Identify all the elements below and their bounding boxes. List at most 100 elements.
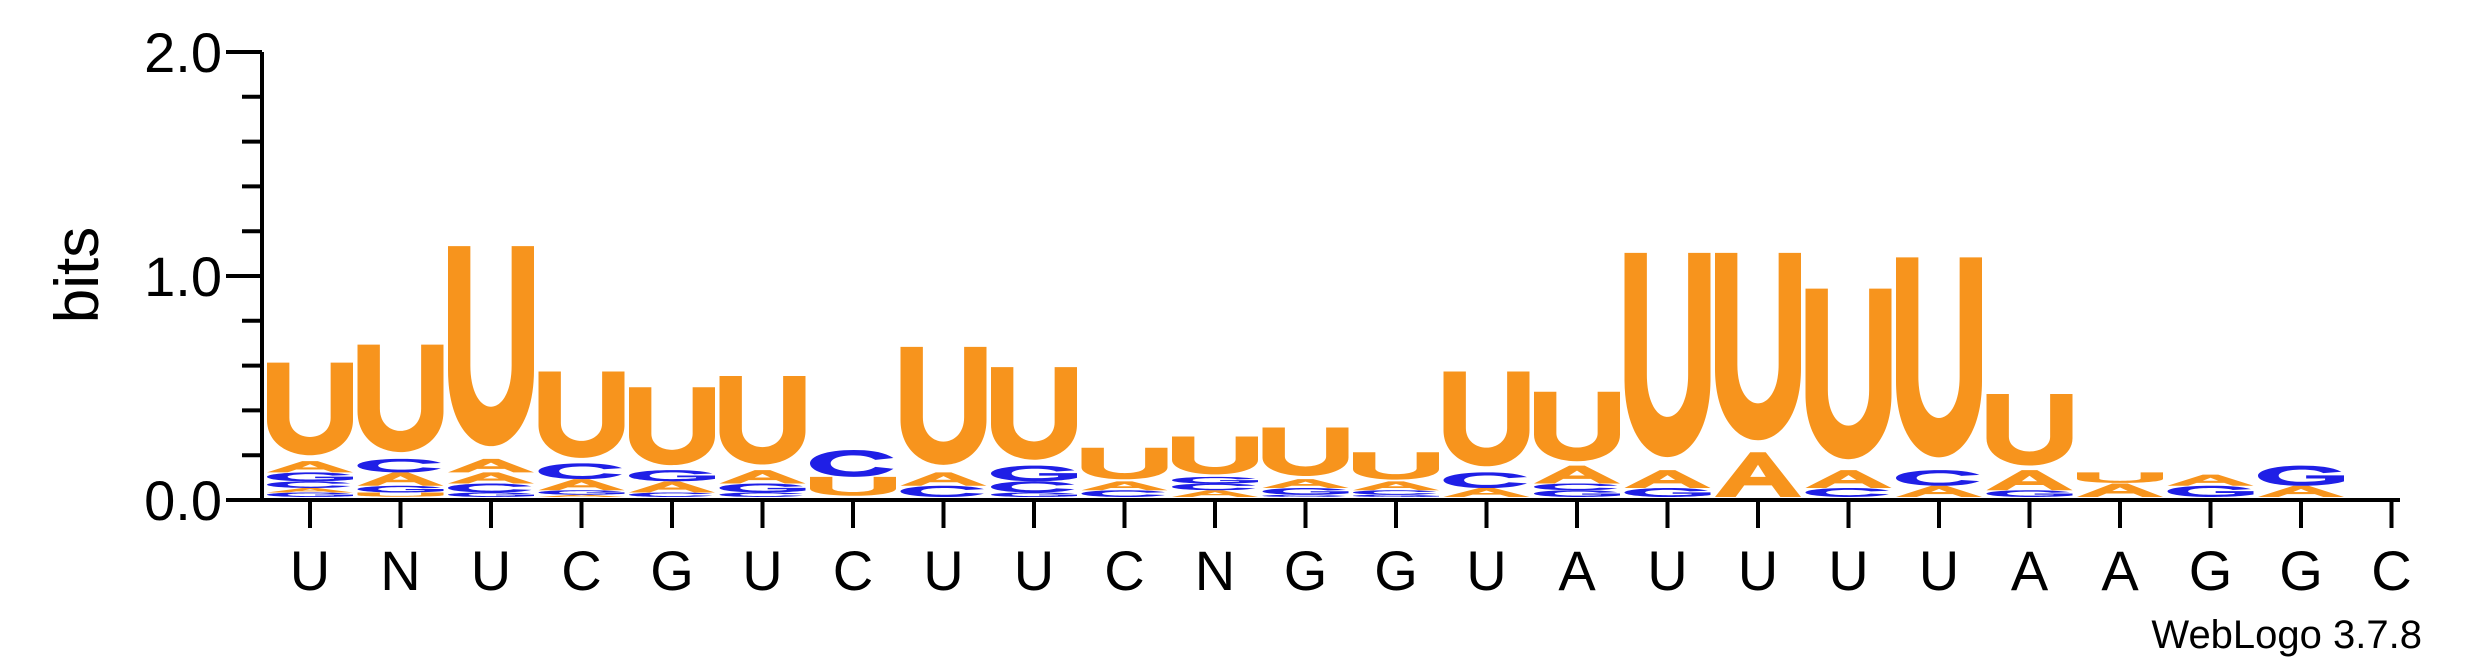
x-tick-label: C: [561, 539, 601, 602]
glyph-c: [1443, 472, 1527, 489]
glyph-u: [448, 246, 534, 447]
glyph-a: [1534, 465, 1620, 484]
glyph-g: [2258, 465, 2344, 486]
glyph-a: [1805, 470, 1892, 489]
glyph-a: [448, 458, 534, 473]
glyph-u: [1534, 391, 1620, 462]
glyph-u: [2077, 472, 2163, 483]
glyph-u: [1896, 257, 1982, 458]
glyph-c: [267, 481, 351, 489]
y-axis-ticks: 0.0 1.0 2.0: [144, 21, 262, 532]
glyph-u: [1986, 393, 2073, 466]
x-tick-label: C: [833, 539, 873, 602]
letter-stack: [448, 246, 534, 497]
glyph-a: [357, 472, 444, 486]
x-tick-label: C: [2371, 539, 2411, 602]
x-tick-label: U: [742, 539, 782, 602]
letter-stack: [1172, 436, 1258, 497]
x-tick-label: U: [1647, 539, 1687, 602]
letter-stack: [267, 362, 353, 497]
glyph-u: [1081, 447, 1168, 480]
glyph-a: [2167, 474, 2254, 486]
glyph-a: [1262, 479, 1349, 489]
glyph-u: [1624, 252, 1711, 458]
glyph-c: [991, 481, 1075, 493]
glyph-g: [448, 492, 534, 497]
glyph-a: [448, 472, 534, 484]
glyph-a: [1443, 488, 1530, 497]
glyph-c: [1172, 483, 1256, 491]
glyph-c: [1262, 494, 1346, 497]
glyph-a: [2077, 483, 2163, 497]
y-tick-label: 2.0: [144, 21, 222, 84]
letter-stack: [538, 371, 625, 497]
glyph-g: [2167, 485, 2254, 497]
glyph-u: [1353, 452, 1439, 480]
glyph-u: [719, 376, 806, 465]
glyph-g: [267, 492, 353, 497]
glyph-a: [2258, 485, 2344, 497]
glyph-a: [719, 470, 806, 484]
y-tick-label: 0.0: [144, 469, 222, 532]
glyph-u: [538, 371, 625, 458]
x-tick-label: A: [1558, 539, 1596, 602]
glyph-u: [629, 387, 715, 466]
glyph-a: [1896, 485, 1982, 497]
glyph-c: [1534, 483, 1618, 491]
glyph-a: [267, 488, 353, 493]
letter-stack: [810, 449, 896, 496]
x-tick-label: U: [1014, 539, 1054, 602]
x-tick-label: U: [290, 539, 330, 602]
letter-stack: [1624, 252, 1711, 497]
glyph-a: [538, 479, 625, 491]
x-tick-label: G: [2189, 539, 2233, 602]
glyph-g: [719, 483, 806, 493]
glyph-c: [1353, 490, 1437, 495]
x-tick-label: G: [2279, 539, 2323, 602]
glyph-c: [1805, 488, 1889, 497]
glyph-u: [1262, 427, 1349, 476]
x-tick-label: N: [1195, 539, 1235, 602]
glyph-g: [1353, 494, 1439, 497]
letter-stack: [1986, 393, 2073, 497]
glyph-g: [1534, 490, 1620, 497]
glyph-u: [900, 346, 987, 465]
x-tick-label: U: [1919, 539, 1959, 602]
x-tick-label: A: [2101, 539, 2139, 602]
x-tick-label: G: [650, 539, 694, 602]
glyph-c: [357, 458, 441, 473]
glyph-g: [1624, 488, 1711, 497]
letter-stack: [1081, 447, 1168, 497]
glyph-c: [448, 483, 532, 493]
glyph-g: [1986, 490, 2073, 497]
letter-stack: [1534, 391, 1620, 497]
glyph-a: [1624, 470, 1711, 489]
glyph-a: [1081, 481, 1168, 491]
glyph-u: [991, 367, 1077, 460]
glyph-g: [538, 490, 625, 495]
glyph-c: [719, 492, 803, 497]
glyph-u: [1172, 436, 1258, 475]
letter-stack: [1443, 371, 1530, 497]
glyph-g: [357, 485, 444, 493]
glyph-u: [267, 362, 353, 456]
x-tick-label: U: [1828, 539, 1868, 602]
letter-stack: [357, 344, 444, 497]
letter-stack: [2167, 474, 2254, 497]
glyph-a: [629, 481, 715, 493]
letter-stack: [1262, 427, 1349, 497]
x-tick-label: U: [923, 539, 963, 602]
y-tick-label: 1.0: [144, 245, 222, 308]
glyph-u: [1715, 252, 1801, 441]
glyph-c: [629, 492, 713, 497]
x-tick-label: U: [1738, 539, 1778, 602]
letter-stack: [2258, 465, 2344, 497]
glyph-u: [357, 344, 444, 453]
glyph-a: [1715, 452, 1801, 497]
x-tick-label: A: [2011, 539, 2049, 602]
glyph-c: [810, 449, 894, 477]
glyph-g: [267, 472, 353, 482]
